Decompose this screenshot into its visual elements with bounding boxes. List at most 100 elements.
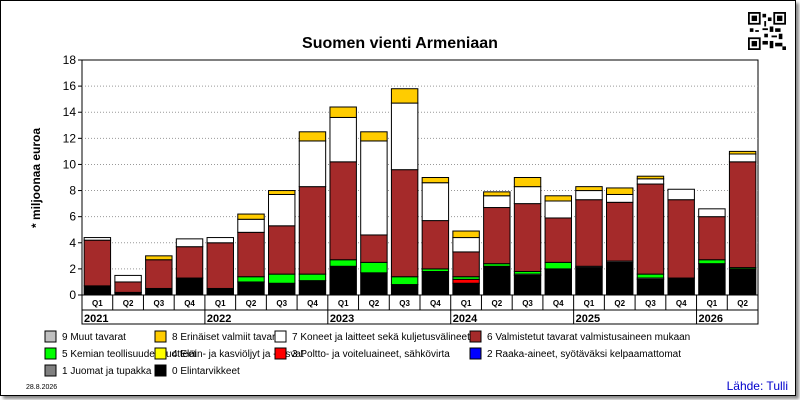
x-tick-label: Q2 (737, 299, 748, 308)
legend-swatch (44, 347, 57, 360)
bar-segment (452, 230, 480, 239)
x-tick-label: Q1 (215, 299, 226, 308)
legend-swatch (154, 347, 167, 360)
bar-segment (206, 242, 234, 289)
bar-segment (329, 259, 357, 267)
x-tick-label: Q2 (123, 299, 134, 308)
bar-segment (728, 153, 757, 163)
bar-segment (390, 169, 419, 278)
x-tick-label: Q4 (307, 299, 318, 308)
legend-swatch (469, 347, 482, 360)
chart-title: Suomen vienti Armeniaan (302, 35, 498, 52)
bar-segment (667, 277, 695, 296)
x-tick-label: Q3 (276, 299, 287, 308)
bar-segment (298, 280, 327, 296)
footer-date: 28.8.2026 (26, 384, 57, 391)
bar-segment (636, 273, 665, 279)
bar-segment (329, 161, 357, 261)
bar-segment (421, 220, 450, 270)
bar-segment (268, 193, 296, 227)
legend-label: 6 Valmistetut tavarat valmistusaineen mu… (487, 332, 690, 343)
legend-label: 0 Elintarvikkeet (172, 366, 240, 377)
legend-swatch (274, 347, 287, 360)
bar-segment (298, 186, 327, 275)
bar-segment (452, 237, 480, 253)
bar-segment (698, 263, 726, 296)
x-tick-label: Q4 (553, 299, 564, 308)
bar-segment (360, 272, 388, 296)
y-tick-label: 0 (69, 288, 76, 302)
x-tick-label: Q4 (430, 299, 441, 308)
bar-segment (636, 278, 665, 296)
x-tick-label: Q3 (645, 299, 656, 308)
year-label: 2023 (330, 313, 354, 325)
bar-segment (544, 261, 572, 270)
bar-segment (483, 265, 511, 296)
bar-segment (360, 261, 388, 274)
bar-segment (606, 187, 634, 195)
bar-segment (390, 88, 419, 104)
bar-segment (298, 140, 327, 188)
x-tick-label: Q2 (369, 299, 380, 308)
bar-segment (544, 217, 572, 263)
legend-label: 4 Eläin- ja kasviöljyt ja -rasvat (172, 349, 304, 360)
bar-segment (606, 193, 634, 203)
legend-label: 7 Koneet ja laitteet sekä kuljetusväline… (292, 332, 470, 343)
y-tick-label: 10 (63, 157, 77, 171)
x-tick-label: Q1 (707, 299, 718, 308)
bar-segment (483, 207, 511, 265)
x-tick-label: Q2 (246, 299, 257, 308)
x-tick-label: Q3 (153, 299, 164, 308)
bar-segment (452, 251, 480, 278)
bar-segment (114, 281, 142, 293)
y-tick-label: 18 (63, 53, 77, 67)
bar-segment (83, 237, 112, 241)
year-label: 2025 (576, 313, 600, 325)
bar-segment (452, 278, 480, 284)
bar-segment (575, 186, 603, 192)
bar-segment (390, 276, 419, 286)
bar-segment (698, 259, 726, 265)
bar-segment (145, 287, 173, 296)
legend-label: 3 Poltto- ja voiteluaineet, sähkövirta (292, 349, 450, 360)
bar-segment (114, 274, 142, 283)
bar-segment (390, 102, 419, 171)
legend-swatch (44, 364, 57, 377)
bar-segment (237, 231, 265, 278)
x-tick-label: Q4 (184, 299, 195, 308)
bar-segment (452, 282, 480, 296)
y-tick-label: 14 (63, 105, 77, 119)
bar-segment (237, 213, 265, 220)
x-tick-label: Q4 (676, 299, 687, 308)
bar-segment (360, 234, 388, 263)
bar-segment (698, 216, 726, 261)
bar-segment (513, 186, 542, 205)
x-tick-label: Q2 (491, 299, 502, 308)
legend-label: 1 Juomat ja tupakka (62, 366, 152, 377)
bar-segment (329, 116, 357, 163)
bar-segment (360, 131, 388, 142)
legend-swatch (154, 330, 167, 343)
bar-segment (421, 271, 450, 296)
bar-segment (268, 225, 296, 275)
bars (83, 88, 757, 296)
bar-segment (513, 274, 542, 296)
bar-segment (268, 273, 296, 284)
bar-segment (206, 287, 234, 296)
legend-swatch (469, 330, 482, 343)
bar-segment (483, 191, 511, 197)
bar-segment (298, 131, 327, 142)
x-tick-label: Q1 (461, 299, 472, 308)
bar-segment (636, 175, 665, 180)
bar-segment (83, 285, 112, 296)
y-tick-label: 2 (69, 262, 76, 276)
legend-swatch (154, 364, 167, 377)
axes: 0 2 4 6 8 10 12 14 16 18 Q1 Q2 Q3 Q4 Q1 Q2 Q3 Q4 Q1 Q2 Q3 Q4 Q… (63, 53, 759, 325)
bar-segment (421, 177, 450, 184)
x-tick-label: Q3 (399, 299, 410, 308)
year-label: 2022 (207, 313, 231, 325)
year-label: 2021 (84, 313, 108, 325)
x-tick-label: Q1 (338, 299, 349, 308)
y-tick-label: 4 (69, 236, 76, 250)
legend-swatch (44, 330, 57, 343)
